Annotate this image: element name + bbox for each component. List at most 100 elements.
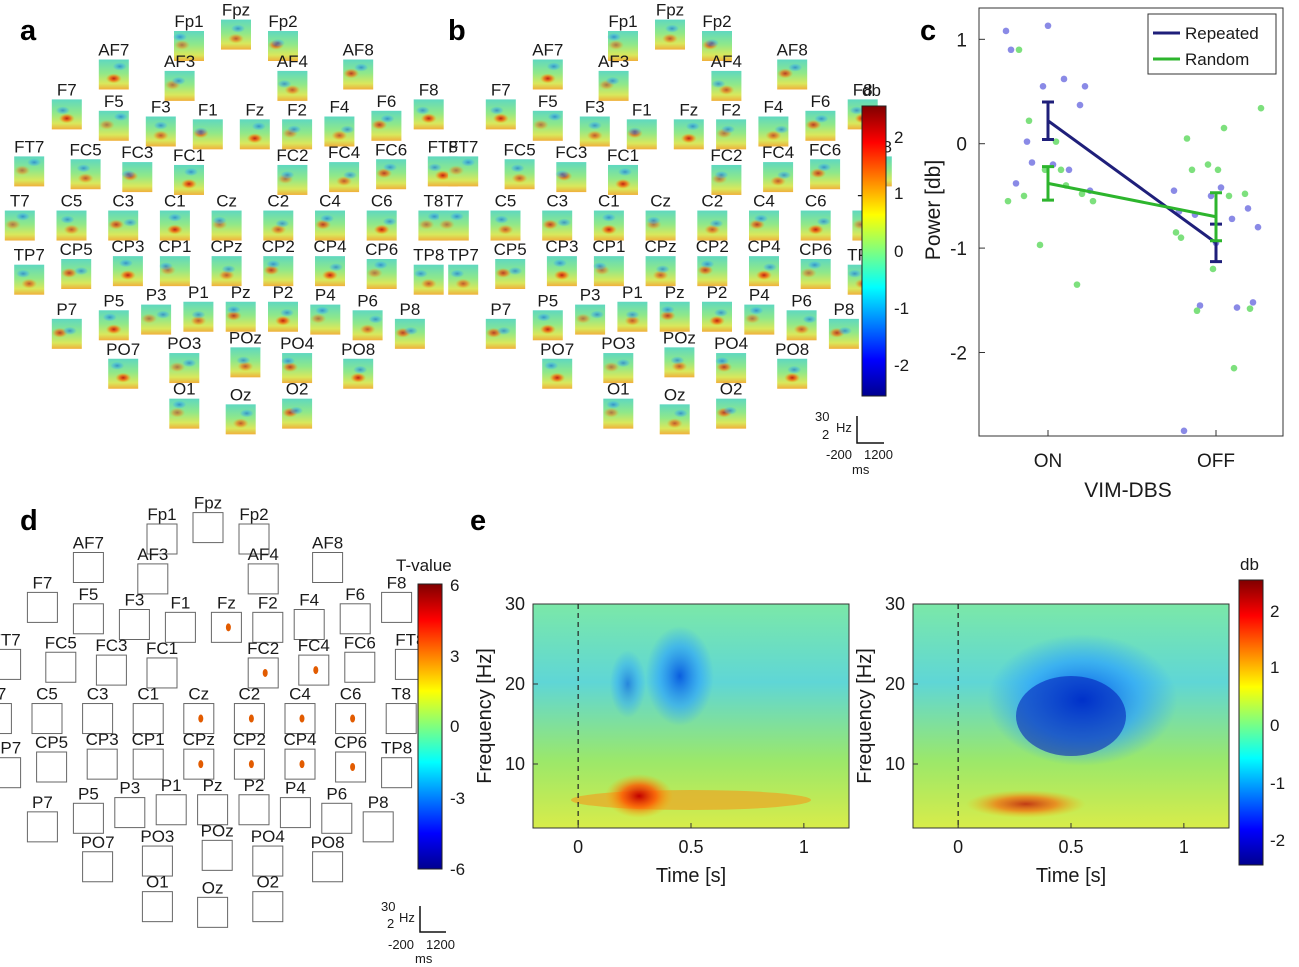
electrode-label-c3: C3 (112, 192, 134, 211)
tile-hotspot (448, 165, 465, 176)
electrode-label-cpz: CPz (645, 237, 677, 256)
electrode-p7: P7 (26, 793, 58, 843)
tile-coldspot (427, 212, 442, 221)
electrode-label-tp7: TP7 (448, 246, 479, 265)
tile-coldspot (172, 400, 187, 409)
electrode-cpz: CPz (211, 237, 243, 287)
colorbar-ab: db 2 1 0 -1 -2 (861, 81, 909, 397)
electrode-label-c1: C1 (598, 192, 620, 211)
electrode-label-fz: Fz (245, 100, 264, 119)
c-point-repeated (1023, 138, 1031, 145)
electrode-fp2: Fp2 (268, 12, 298, 61)
c-point-repeated (1180, 427, 1188, 435)
electrode-cp6: CP6 (334, 733, 367, 783)
electrode-label-af3: AF3 (598, 52, 629, 71)
scale-bar-d: 30 2 Hz -200 1200 ms (381, 899, 455, 966)
panel-c-xlabel: VIM-DBS (1084, 479, 1172, 502)
tile-coldspot (787, 365, 802, 374)
electrode-p5: P5 (72, 784, 104, 834)
electrode-cp5: CP5 (494, 240, 527, 289)
tile-coldspot (777, 171, 792, 180)
tile-coldspot (714, 308, 728, 317)
tile-coldspot (62, 326, 77, 335)
tile-coldspot (544, 361, 559, 370)
electrode-c2: C2 (263, 192, 294, 241)
tile-coldspot (508, 267, 523, 275)
tile-coldspot (275, 219, 290, 228)
electrode-oz: Oz (225, 385, 256, 435)
tf-tile-empty (381, 591, 413, 623)
electrode-c6: C6 (335, 685, 367, 735)
electrode-ft7: FT7 (14, 137, 44, 187)
electrode-label-fc5: FC5 (504, 140, 536, 159)
electrode-p3: P3 (114, 779, 146, 829)
tile-hotspot (542, 219, 559, 230)
scale-d-time-end: 1200 (426, 937, 455, 952)
electrode-label-p6: P6 (357, 291, 378, 310)
electrode-f6: F6 (371, 92, 402, 141)
electrode-label-ft7: FT7 (0, 630, 21, 649)
tf-tile-empty (114, 797, 146, 829)
electrode-label-p7: P7 (32, 793, 53, 812)
tile-coldspot (343, 171, 358, 180)
tile-hotspot (497, 224, 514, 235)
tf-tile-empty (321, 802, 353, 834)
tf-tile-empty (192, 512, 224, 544)
c-point-random (1073, 281, 1081, 288)
tile-hotspot (744, 313, 761, 324)
electrode-fpz: Fpz (221, 1, 251, 50)
electrode-cpz: CPz (645, 237, 677, 287)
electrode-label-t7: T7 (10, 192, 30, 211)
electrode-label-c1: C1 (137, 685, 159, 704)
tf-tile-empty (82, 703, 114, 735)
heatmap-cold-region (609, 650, 646, 718)
electrode-label-po8: PO8 (341, 340, 375, 359)
electrode-label-fc3: FC3 (555, 143, 587, 162)
electrode-c5: C5 (31, 685, 63, 735)
c-point-repeated (1065, 166, 1073, 174)
electrode-label-c3: C3 (87, 685, 109, 704)
tile-coldspot (184, 167, 198, 176)
electrode-fp2: Fp2 (702, 12, 732, 61)
electrode-af3: AF3 (598, 52, 629, 101)
electrode-label-ft7: FT7 (448, 137, 478, 156)
tf-tile-empty (164, 611, 196, 643)
electrode-label-p2: P2 (244, 776, 265, 795)
colorbar-ab-bar (861, 105, 887, 397)
tf-tile-empty (45, 651, 77, 683)
electrode-label-af3: AF3 (137, 545, 168, 564)
electrode-fc3: FC3 (555, 143, 587, 193)
c-ytick-label: -2 (950, 343, 967, 364)
tf-tile-empty (362, 811, 394, 843)
significant-cluster (350, 763, 356, 771)
tile-hotspot (800, 268, 817, 278)
tile-hotspot (174, 40, 190, 50)
electrode-ft7: FT7 (448, 137, 478, 187)
electrode-tp7: TP7 (0, 739, 21, 789)
tile-coldspot (754, 214, 768, 223)
tile-hotspot (805, 119, 822, 130)
electrode-label-cp3: CP3 (111, 237, 144, 256)
colorbar-ab-tick-m1: -1 (894, 299, 909, 318)
electrode-f5: F5 (98, 92, 129, 141)
tile-coldspot (700, 260, 715, 269)
electrode-label-p2: P2 (707, 283, 728, 302)
significant-cluster (248, 760, 254, 769)
tf-tile-empty (197, 896, 229, 928)
electrode-fc4: FC4 (328, 143, 360, 193)
electrode-label-f8: F8 (853, 80, 873, 99)
heatmap-xtick-label: 0.5 (678, 837, 703, 857)
tile-hotspot (575, 313, 592, 324)
electrode-label-p7: P7 (56, 300, 77, 319)
tile-hotspot (169, 362, 186, 373)
legend-label-random: Random (1185, 50, 1249, 69)
scale-d-time-start: -200 (388, 937, 414, 952)
electrode-f6: F6 (339, 585, 371, 635)
electrode-fp1: Fp1 (173, 12, 204, 61)
c-point-repeated (1081, 82, 1089, 90)
electrode-c4: C4 (284, 685, 316, 735)
electrode-f1: F1 (164, 593, 196, 643)
electrode-label-cz: Cz (650, 192, 671, 211)
electrode-label-c3: C3 (546, 192, 568, 211)
tile-coldspot (60, 215, 75, 224)
